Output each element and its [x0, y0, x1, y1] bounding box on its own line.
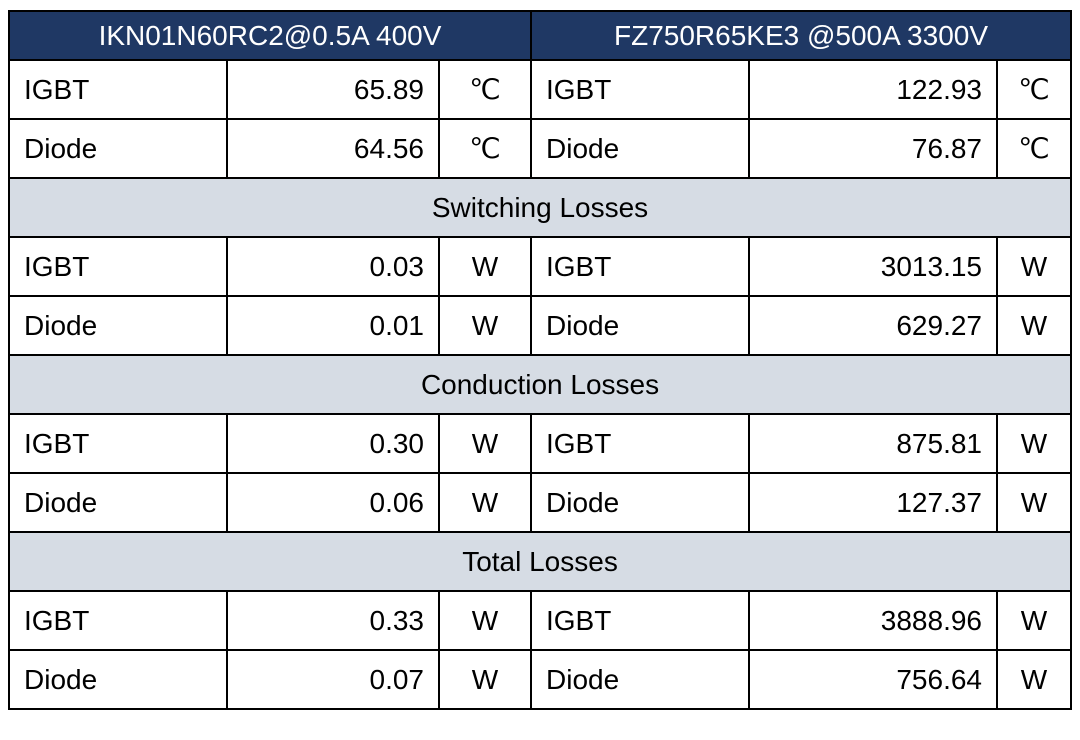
value-cell: 65.89	[226, 59, 440, 120]
value-cell: 3013.15	[748, 236, 998, 297]
value-cell: 122.93	[748, 59, 998, 120]
table-row-switching-diode: Diode 0.01 W Diode 629.27 W	[8, 295, 1073, 356]
value-cell: 64.56	[226, 118, 440, 179]
device-label: Diode	[8, 118, 228, 179]
device-header-left: IKN01N60RC2@0.5A 400V	[8, 10, 532, 61]
value-cell: 756.64	[748, 649, 998, 710]
unit-cell: W	[995, 649, 1073, 710]
section-title-conduction-losses: Conduction Losses	[7, 354, 1073, 415]
unit-cell: ℃	[995, 118, 1073, 179]
unit-cell: ℃	[438, 59, 532, 120]
value-cell: 0.03	[226, 236, 440, 297]
value-cell: 0.30	[226, 413, 440, 474]
unit-cell: W	[438, 472, 532, 533]
value-cell: 3888.96	[748, 590, 998, 651]
device-label: IGBT	[8, 236, 228, 297]
loss-comparison-table: IKN01N60RC2@0.5A 400V FZ750R65KE3 @500A …	[7, 10, 1073, 710]
table-row-temperature-igbt: IGBT 65.89 ℃ IGBT 122.93 ℃	[8, 59, 1073, 120]
device-label: Diode	[8, 295, 228, 356]
value-cell: 875.81	[748, 413, 998, 474]
unit-cell: W	[438, 295, 532, 356]
unit-cell: W	[995, 472, 1073, 533]
value-cell: 0.33	[226, 590, 440, 651]
device-label: Diode	[8, 649, 228, 710]
value-cell: 76.87	[748, 118, 998, 179]
device-label: Diode	[530, 649, 750, 710]
value-cell: 0.06	[226, 472, 440, 533]
value-cell: 127.37	[748, 472, 998, 533]
unit-cell: W	[438, 649, 532, 710]
device-label: Diode	[530, 118, 750, 179]
table-row-conduction-igbt: IGBT 0.30 W IGBT 875.81 W	[8, 413, 1073, 474]
section-title-total-losses: Total Losses	[7, 531, 1073, 592]
table-row-switching-igbt: IGBT 0.03 W IGBT 3013.15 W	[8, 236, 1073, 297]
unit-cell: ℃	[438, 118, 532, 179]
value-cell: 0.01	[226, 295, 440, 356]
device-label: IGBT	[8, 59, 228, 120]
device-label: Diode	[530, 295, 750, 356]
device-header-right: FZ750R65KE3 @500A 3300V	[529, 10, 1073, 61]
section-header-row: Conduction Losses	[7, 354, 1073, 415]
unit-cell: W	[438, 590, 532, 651]
section-header-row: Switching Losses	[7, 177, 1073, 238]
value-cell: 0.07	[226, 649, 440, 710]
section-header-row: Total Losses	[7, 531, 1073, 592]
device-header-row: IKN01N60RC2@0.5A 400V FZ750R65KE3 @500A …	[8, 10, 1073, 61]
unit-cell: W	[995, 236, 1073, 297]
unit-cell: ℃	[995, 59, 1073, 120]
device-label: IGBT	[530, 590, 750, 651]
value-cell: 629.27	[748, 295, 998, 356]
device-label: IGBT	[530, 413, 750, 474]
device-label: IGBT	[8, 590, 228, 651]
unit-cell: W	[995, 413, 1073, 474]
device-label: IGBT	[8, 413, 228, 474]
unit-cell: W	[995, 295, 1073, 356]
unit-cell: W	[995, 590, 1073, 651]
table-row-total-igbt: IGBT 0.33 W IGBT 3888.96 W	[8, 590, 1073, 651]
device-label: Diode	[8, 472, 228, 533]
section-title-switching-losses: Switching Losses	[7, 177, 1073, 238]
device-label: Diode	[530, 472, 750, 533]
table-row-conduction-diode: Diode 0.06 W Diode 127.37 W	[8, 472, 1073, 533]
table-row-total-diode: Diode 0.07 W Diode 756.64 W	[8, 649, 1073, 710]
unit-cell: W	[438, 413, 532, 474]
device-label: IGBT	[530, 59, 750, 120]
unit-cell: W	[438, 236, 532, 297]
device-label: IGBT	[530, 236, 750, 297]
table-row-temperature-diode: Diode 64.56 ℃ Diode 76.87 ℃	[8, 118, 1073, 179]
